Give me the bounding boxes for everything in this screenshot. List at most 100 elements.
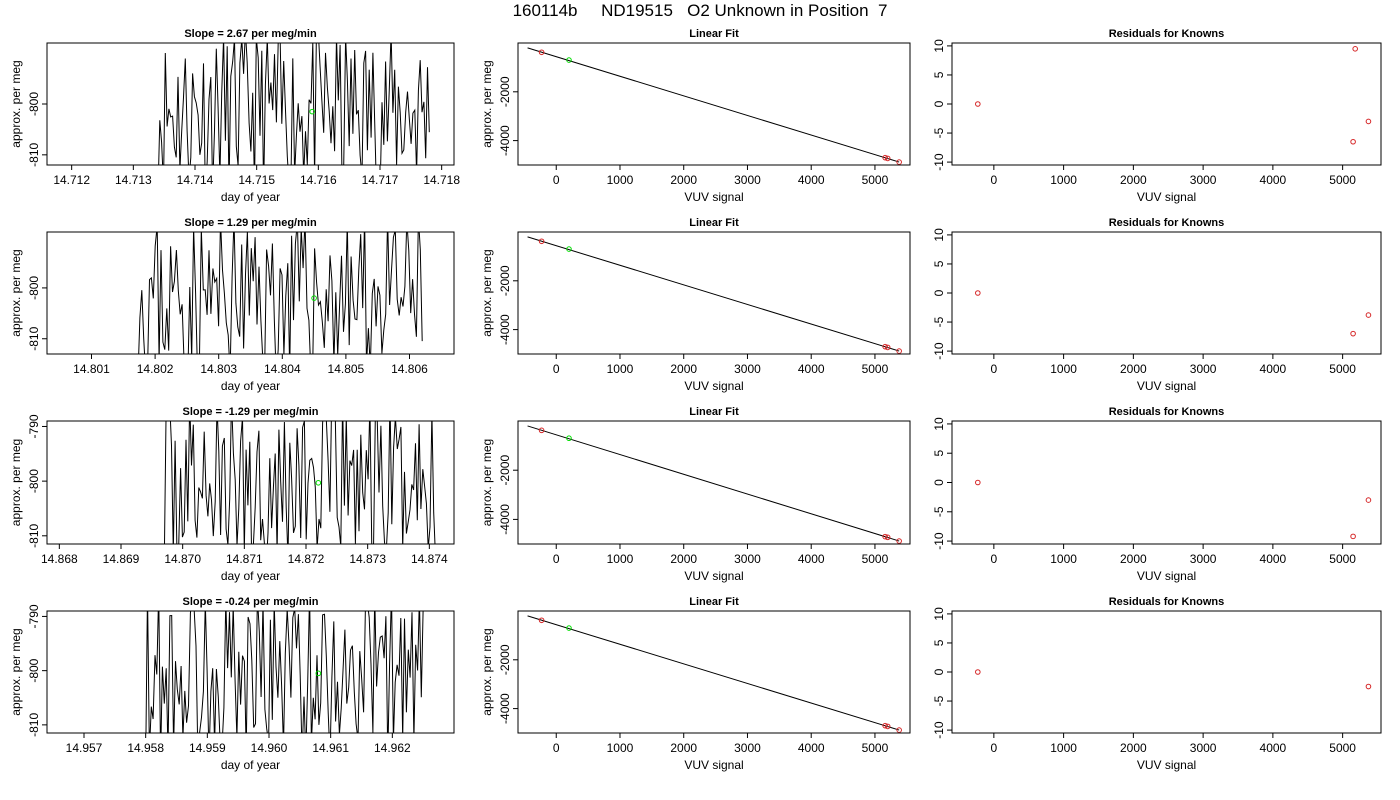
- y-axis-label: approx. per meg: [480, 60, 494, 147]
- x-tick-label: 0: [991, 173, 998, 187]
- x-tick-label: 14.961: [312, 741, 349, 755]
- x-tick-label: 3000: [1190, 741, 1217, 755]
- x-tick-label: 4000: [1260, 552, 1287, 566]
- x-tick-label: 2000: [1120, 552, 1147, 566]
- known-point: [882, 343, 888, 350]
- x-tick-label: 14.958: [127, 741, 164, 755]
- y-tick-label: -810: [27, 523, 41, 547]
- panel-time-series-4: Slope = -0.24 per meg/min 14.957 14.958 14.…: [9, 596, 455, 772]
- panel-title: Residuals for Knowns: [1109, 28, 1225, 40]
- y-tick-label: 5: [932, 639, 946, 646]
- known-point: [975, 290, 981, 296]
- x-axis-label: VUV signal: [1137, 758, 1196, 772]
- known-point: [896, 348, 902, 354]
- y-tick-label: -10: [932, 532, 946, 550]
- x-tick-label: 14.959: [189, 741, 226, 755]
- fit-line: [527, 47, 900, 163]
- fit-line: [527, 236, 900, 352]
- y-tick-label: -2000: [498, 455, 512, 486]
- mean-point: [315, 479, 322, 486]
- fit-line: [527, 615, 900, 731]
- x-axis-label: VUV signal: [684, 190, 743, 204]
- known-point: [538, 617, 545, 624]
- x-tick-label: 1000: [1050, 173, 1077, 187]
- known-point: [538, 427, 545, 434]
- x-tick-label: 4000: [1260, 741, 1287, 755]
- panel-time-series-1: Slope = 2.67 per meg/min 14.712 14.713 14.7…: [9, 28, 460, 204]
- plot-area: [138, 232, 423, 354]
- plot-frame: [951, 610, 1382, 734]
- known-point: [1350, 533, 1356, 540]
- x-tick-label: 1000: [1050, 741, 1077, 755]
- plot-area: [527, 615, 902, 733]
- plot-frame: [46, 231, 455, 355]
- known-point: [975, 479, 981, 486]
- y-tick-label: -5: [932, 127, 946, 138]
- known-point: [882, 533, 888, 540]
- x-tick-label: 2000: [670, 552, 697, 566]
- plot-area: [527, 47, 902, 165]
- x-tick-label: 3000: [734, 552, 761, 566]
- x-tick-label: 0: [553, 552, 560, 566]
- x-tick-label: 14.714: [177, 173, 214, 187]
- plot-area: [158, 43, 430, 165]
- known-point: [1365, 312, 1372, 318]
- y-tick-label: 5: [932, 450, 946, 457]
- unknown-point: [566, 57, 572, 63]
- panel-title: Slope = 2.67 per meg/min: [184, 28, 317, 40]
- y-tick-label: -790: [27, 414, 41, 438]
- panel-residuals-3: Residuals for Knowns 0 1000 2000 3000 4000 500…: [932, 406, 1382, 583]
- plot-frame: [46, 420, 455, 545]
- known-point: [884, 534, 891, 541]
- x-tick-label: 3000: [734, 173, 761, 187]
- x-tick-label: 4000: [1260, 362, 1287, 376]
- y-tick-label: -4000: [498, 314, 512, 345]
- x-tick-label: 5000: [1329, 552, 1356, 566]
- x-tick-label: 4000: [798, 552, 825, 566]
- plot-area: [975, 669, 1372, 690]
- mean-point: [311, 295, 317, 301]
- known-point: [975, 101, 981, 107]
- y-tick-label: -4000: [498, 693, 512, 724]
- y-tick-label: -2000: [498, 265, 512, 296]
- x-axis-label: VUV signal: [1137, 569, 1196, 583]
- panel-residuals-4: Residuals for Knowns 0 1000 2000 3000 4000 500…: [932, 596, 1382, 772]
- plot-area: [975, 479, 1372, 540]
- x-tick-label: 14.715: [238, 173, 275, 187]
- x-axis-label: day of year: [221, 190, 280, 204]
- known-point: [896, 159, 902, 165]
- plot-frame: [517, 42, 911, 166]
- plot-frame: [517, 231, 911, 355]
- plot-frame: [951, 231, 1382, 355]
- x-tick-label: 2000: [1120, 173, 1147, 187]
- plot-frame: [951, 42, 1382, 166]
- plot-area: [164, 421, 436, 544]
- x-tick-label: 14.801: [73, 362, 110, 376]
- x-axis-label: VUV signal: [684, 379, 743, 393]
- y-tick-label: -10: [932, 721, 946, 739]
- panel-title: Residuals for Knowns: [1109, 596, 1225, 608]
- x-tick-label: 14.802: [137, 362, 174, 376]
- x-tick-label: 14.872: [288, 552, 325, 566]
- x-tick-label: 5000: [862, 173, 889, 187]
- known-point: [975, 669, 981, 675]
- y-tick-label: 0: [932, 100, 946, 107]
- x-tick-label: 0: [991, 552, 998, 566]
- x-tick-label: 14.713: [115, 173, 152, 187]
- x-tick-label: 2000: [1120, 362, 1147, 376]
- mean-point: [309, 108, 315, 115]
- y-tick-label: -5: [932, 316, 946, 327]
- x-tick-label: 14.712: [53, 173, 90, 187]
- x-tick-label: 2000: [670, 362, 697, 376]
- panel-linear-fit-2: Linear Fit 0 1000 2000 3000 4000 5000 VUV signa…: [480, 217, 911, 393]
- x-tick-label: 14.873: [349, 552, 386, 566]
- x-tick-label: 3000: [1190, 552, 1217, 566]
- y-tick-label: -810: [27, 143, 41, 167]
- known-point: [884, 723, 891, 730]
- x-tick-label: 0: [553, 741, 560, 755]
- known-point: [896, 538, 902, 544]
- series-line: [164, 421, 436, 544]
- x-tick-label: 3000: [734, 741, 761, 755]
- x-tick-label: 5000: [1329, 173, 1356, 187]
- panel-title: Linear Fit: [689, 28, 739, 40]
